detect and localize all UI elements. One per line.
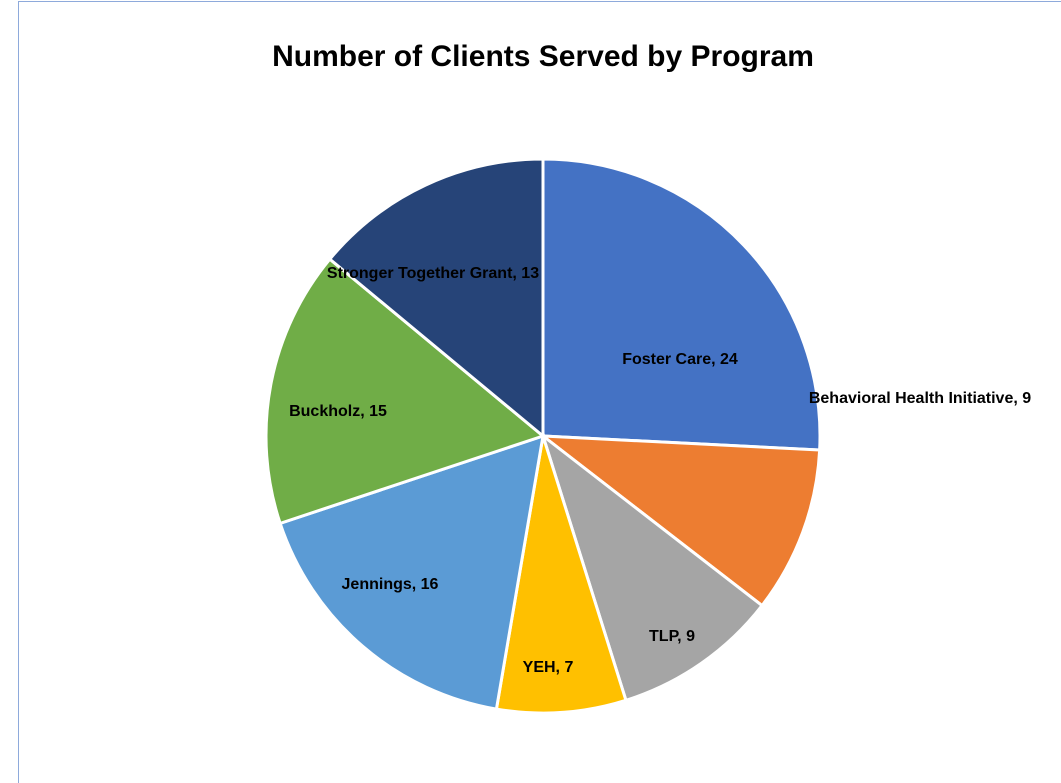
data-label: Foster Care, 24 <box>622 351 738 368</box>
pie-slice <box>278 433 545 711</box>
data-label: TLP, 9 <box>649 628 695 645</box>
data-label: YEH, 7 <box>522 659 574 676</box>
pie-slice <box>541 157 822 452</box>
pie-slice <box>540 431 765 703</box>
pie-slice <box>538 434 822 608</box>
pie-slice <box>264 257 547 526</box>
chart-title: Number of Clients Served by Program <box>272 40 814 73</box>
data-label: Jennings, 16 <box>341 576 439 593</box>
data-label: Stronger Together Grant, 13 <box>326 265 540 282</box>
pie-slice <box>327 157 545 440</box>
pie-slice <box>494 435 628 715</box>
chart-frame <box>18 1 1061 783</box>
data-label: Behavioral Health Initiative, 9 <box>808 390 1032 407</box>
data-label: Buckholz, 15 <box>289 403 387 420</box>
